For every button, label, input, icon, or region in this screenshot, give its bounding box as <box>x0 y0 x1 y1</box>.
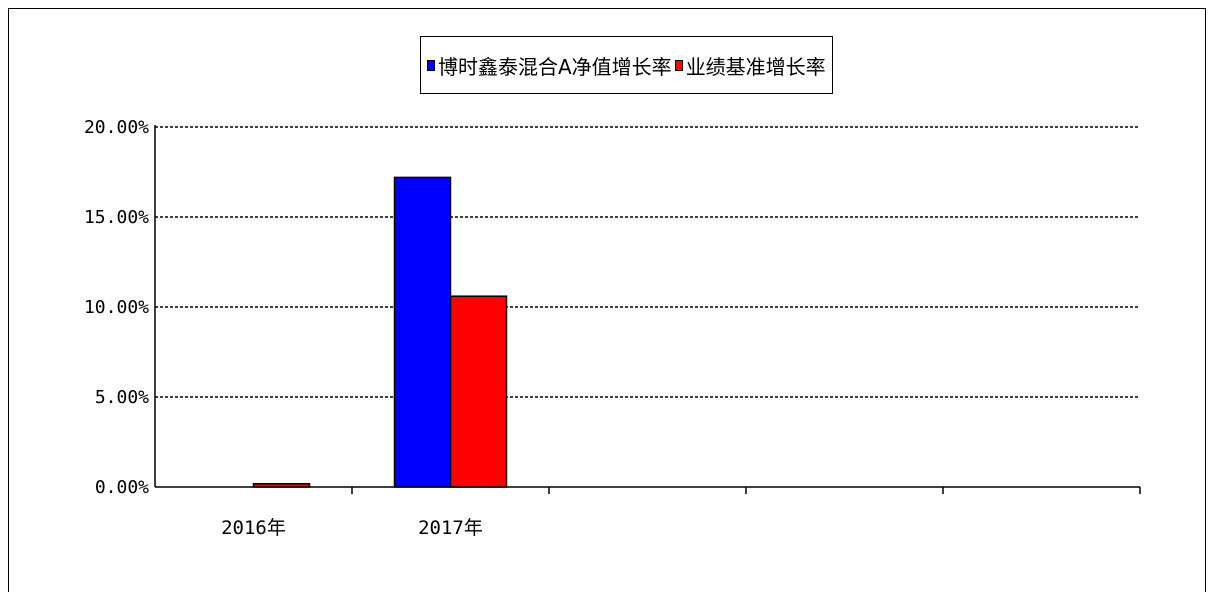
y-tick-label: 0.00% <box>95 477 149 498</box>
legend-swatch-blue <box>427 59 435 71</box>
legend-label-nav: 博时鑫泰混合A净值增长率 <box>438 54 672 79</box>
x-tick-label: 2017年 <box>418 517 483 539</box>
legend-item-benchmark: 业绩基准增长率 <box>674 51 826 80</box>
y-tick-label: 5.00% <box>95 387 149 408</box>
bar-0-1 <box>252 483 311 488</box>
chart-legend: 博时鑫泰混合A净值增长率 业绩基准增长率 <box>420 36 833 94</box>
chart-frame <box>8 8 1206 592</box>
y-tick-label: 20.00% <box>84 117 149 138</box>
bar-1-0 <box>393 176 452 488</box>
y-tick-label: 15.00% <box>84 207 149 228</box>
legend-item-nav: 博时鑫泰混合A净值增长率 <box>427 51 672 80</box>
legend-swatch-red <box>674 59 683 71</box>
legend-label-benchmark: 业绩基准增长率 <box>685 54 826 79</box>
y-tick-label: 10.00% <box>84 297 149 318</box>
bar-1-1 <box>449 295 508 488</box>
x-tick-label: 2016年 <box>221 517 286 539</box>
